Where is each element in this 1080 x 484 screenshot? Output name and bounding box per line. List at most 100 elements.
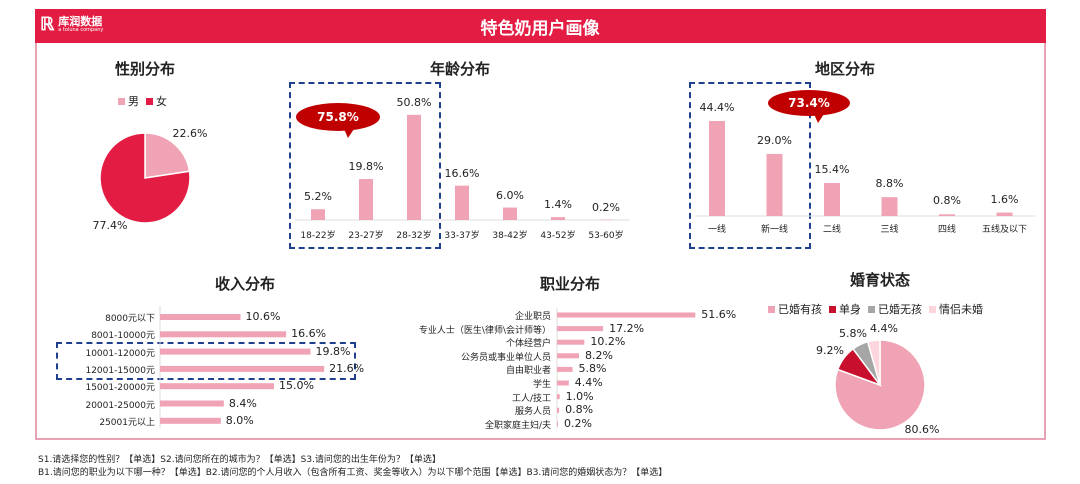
marriage-label: 5.8% (839, 327, 867, 340)
occupation-category-label: 学生 (532, 380, 551, 390)
content-frame (35, 9, 1046, 440)
income-category-label: 10001-12000元 (85, 348, 155, 359)
gender-pie-slice (144, 132, 191, 179)
region-category-label: 四线 (937, 225, 957, 235)
income-bar (160, 400, 224, 407)
income-title: 收入分布 (214, 275, 276, 293)
legend-swatch (768, 305, 775, 313)
income-value-label: 21.6% (329, 361, 365, 375)
occupation-category-label: 专业人士（医生\律师\会计师等） (418, 325, 551, 336)
logo: ℝ 库润数据 a toluna company (40, 14, 103, 35)
occupation-category-label: 工人/技工 (511, 393, 551, 404)
region-bar (824, 183, 840, 216)
income-category-label: 8000元以下 (105, 314, 155, 324)
logo-subtext: a toluna company (58, 27, 104, 33)
occupation-value-label: 5.8% (578, 362, 607, 376)
footnote-2: B1.请问您的职业为以下哪一种？【单选】B2.请问您的个人月收入（包含所有工资、… (38, 468, 668, 478)
age-bar (503, 207, 517, 220)
region-value-label: 44.4% (699, 100, 735, 114)
legend-female: 女 (156, 95, 167, 108)
occupation-value-label: 51.6% (701, 308, 737, 321)
region-callout: 73.4% (768, 90, 850, 123)
marriage-label: 4.4% (870, 322, 898, 335)
region-value-label: 15.4% (814, 163, 850, 177)
legend-item: 已婚无孩 (878, 303, 922, 316)
age-category-label: 53-60岁 (588, 231, 624, 241)
age-highlight-box (289, 82, 441, 249)
legend-item: 情侣未婚 (939, 303, 983, 316)
region-bar (881, 197, 898, 216)
age-value-label: 1.4% (544, 198, 572, 212)
marriage-label: 80.6% (904, 423, 940, 436)
region-category-label: 三线 (880, 225, 899, 235)
age-callout: 75.8% (296, 103, 380, 138)
region-value-label: 1.6% (990, 192, 1019, 206)
income-bar (160, 417, 221, 424)
occupation-category-label: 公务员或事业单位人员 (460, 352, 551, 363)
age-category-label: 33-37岁 (444, 231, 480, 241)
income-bar (160, 348, 311, 355)
age-value-label: 50.8% (396, 95, 432, 109)
occupation-value-label: 10.2% (590, 335, 626, 349)
income-bar (160, 331, 287, 338)
age-category-label: 23-27岁 (348, 231, 384, 241)
marriage-pie-slice (866, 339, 881, 386)
income-category-label: 15001-20000元 (85, 383, 155, 394)
occupation-category-label: 企业职员 (514, 312, 551, 322)
region-category-label: 一线 (707, 225, 727, 235)
occupation-bar (557, 407, 560, 413)
income-value-label: 19.8% (315, 344, 351, 358)
occupation-value-label: 4.4% (574, 376, 603, 389)
region-bar (709, 120, 725, 216)
occupation-title: 职业分布 (539, 275, 601, 293)
age-value-label: 0.2% (592, 200, 620, 214)
income-value-label: 10.6% (245, 310, 281, 323)
occupation-value-label: 0.2% (564, 416, 592, 430)
legend-swatch-female (146, 97, 153, 105)
age-bar (455, 185, 469, 220)
gender-legend: 男 女 (118, 93, 167, 109)
age-category-label: 18-22岁 (300, 231, 336, 241)
footnote-1: S1.请选择您的性别？【单选】S2.请问您所在的城市为？【单选】S3.请问您的出… (38, 455, 441, 465)
region-category-label: 二线 (822, 225, 842, 235)
legend-item: 单身 (839, 303, 861, 316)
age-value-label: 5.2% (304, 190, 332, 204)
income-bar (160, 365, 325, 372)
age-category-label: 38-42岁 (492, 231, 528, 241)
gender-pie-slice (99, 132, 191, 224)
page-title: 特色奶用户画像 (480, 19, 600, 39)
age-bar (359, 179, 373, 220)
region-highlight-box (689, 82, 811, 249)
age-value-label: 19.8% (348, 160, 384, 173)
occupation-category-label: 服务人员 (514, 407, 551, 418)
legend-item: 已婚有孩 (778, 303, 822, 316)
income-category-label: 20001-25000元 (85, 400, 155, 411)
income-value-label: 8.0% (225, 413, 254, 427)
income-value-label: 8.4% (228, 396, 257, 410)
occupation-bar (557, 380, 569, 386)
gender-label: 77.4% (92, 219, 128, 232)
occupation-value-label: 1.0% (565, 389, 594, 403)
region-category-label: 五线及以下 (981, 225, 1028, 235)
occupation-value-label: 17.2% (609, 321, 645, 335)
region-bar (996, 212, 1013, 216)
occupation-bar (557, 394, 560, 400)
occupation-value-label: 8.2% (584, 348, 613, 362)
header-bar (35, 9, 1046, 43)
legend-swatch-male (118, 97, 125, 105)
occupation-bar (557, 326, 604, 332)
occupation-bar (557, 353, 579, 359)
region-value-label: 8.8% (875, 177, 904, 191)
age-bar (551, 217, 565, 220)
income-value-label: 15.0% (279, 379, 314, 393)
occupation-category-label: 全职家庭主妇/夫 (484, 420, 551, 431)
occupation-category-label: 个体经营户 (505, 339, 551, 350)
income-category-label: 8001-10000元 (91, 331, 155, 342)
occupation-category-label: 自由职业者 (505, 366, 551, 377)
marriage-legend: 已婚有孩 单身 已婚无孩 情侣未婚 (768, 301, 983, 317)
region-bar (766, 153, 783, 216)
age-title: 年龄分布 (429, 60, 491, 78)
legend-swatch (829, 305, 836, 313)
logo-text: 库润数据 (58, 15, 103, 28)
